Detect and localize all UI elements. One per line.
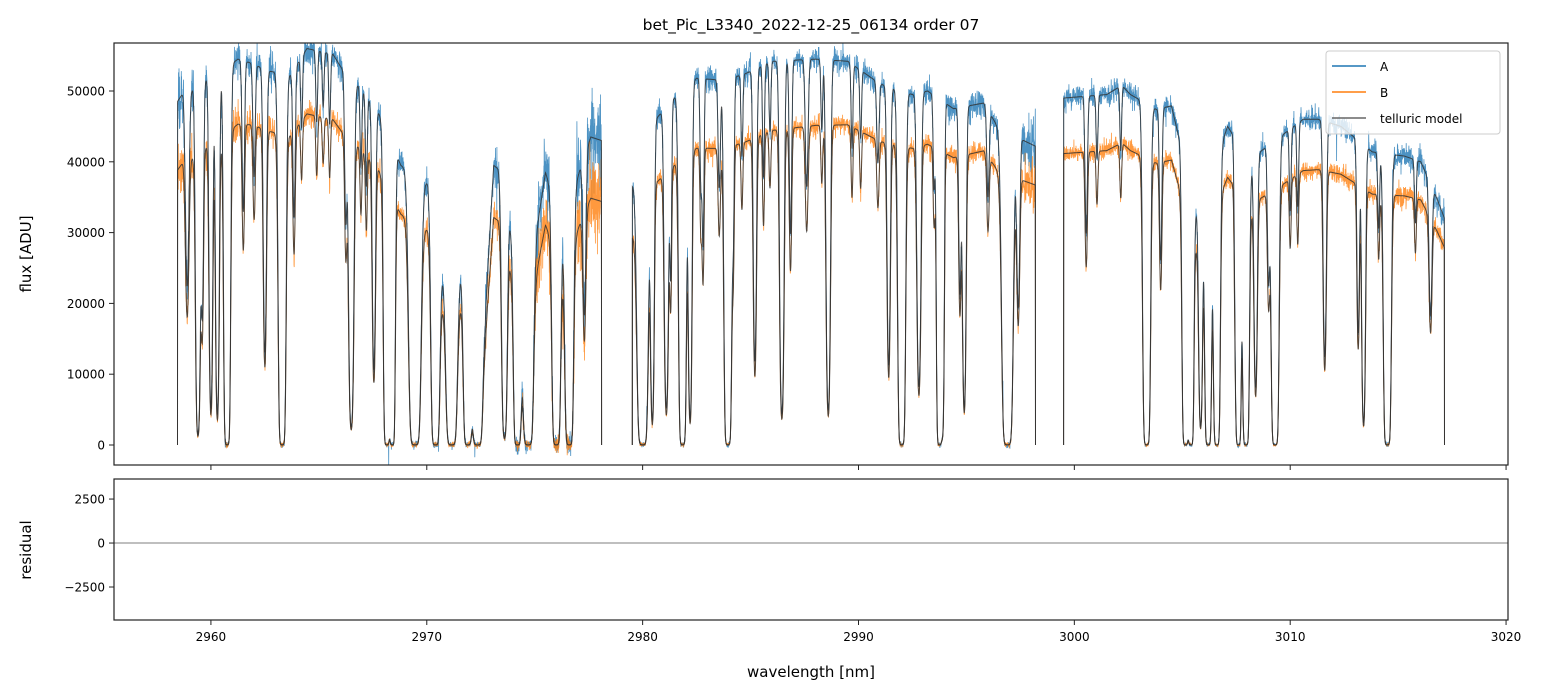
y-tick-label: 10000 <box>67 368 105 382</box>
y-tick-label: −2500 <box>64 581 105 595</box>
y-tick-label: 0 <box>97 537 105 551</box>
y-tick-label: 20000 <box>67 297 105 311</box>
y-tick-label: 40000 <box>67 155 105 169</box>
y-tick-label: 50000 <box>67 85 105 99</box>
legend-box <box>1325 50 1501 135</box>
x-tick-label: 2970 <box>412 630 443 644</box>
y-axis-label-residual: residual <box>17 520 35 579</box>
residual-axes-frame <box>113 478 1509 621</box>
y-tick-label: 30000 <box>67 226 105 240</box>
x-tick-label: 2990 <box>843 630 874 644</box>
legend-label-telluric-model: telluric model <box>1380 112 1462 126</box>
y-tick-label: 2500 <box>74 493 105 507</box>
flux-axes-frame <box>113 42 1509 466</box>
series-a-flux-line <box>177 43 1445 465</box>
x-tick-label: 2960 <box>196 630 227 644</box>
legend: A B telluric model <box>1325 50 1501 135</box>
y-axis-label-flux: flux [ADU] <box>17 215 35 292</box>
telluric-model-b-line <box>177 113 1445 446</box>
telluric-model-a-line <box>177 47 1445 446</box>
x-tick-label: 3010 <box>1275 630 1306 644</box>
y-tick-label: 0 <box>97 438 105 452</box>
legend-label-a: A <box>1380 60 1389 74</box>
x-axis-label: wavelength [nm] <box>747 663 875 681</box>
x-tick-label: 2980 <box>627 630 658 644</box>
chart-title: bet_Pic_L3340_2022-12-25_06134 order 07 <box>643 16 980 35</box>
x-tick-label: 3000 <box>1059 630 1090 644</box>
legend-label-b: B <box>1380 86 1388 100</box>
x-tick-label: 3020 <box>1491 630 1522 644</box>
